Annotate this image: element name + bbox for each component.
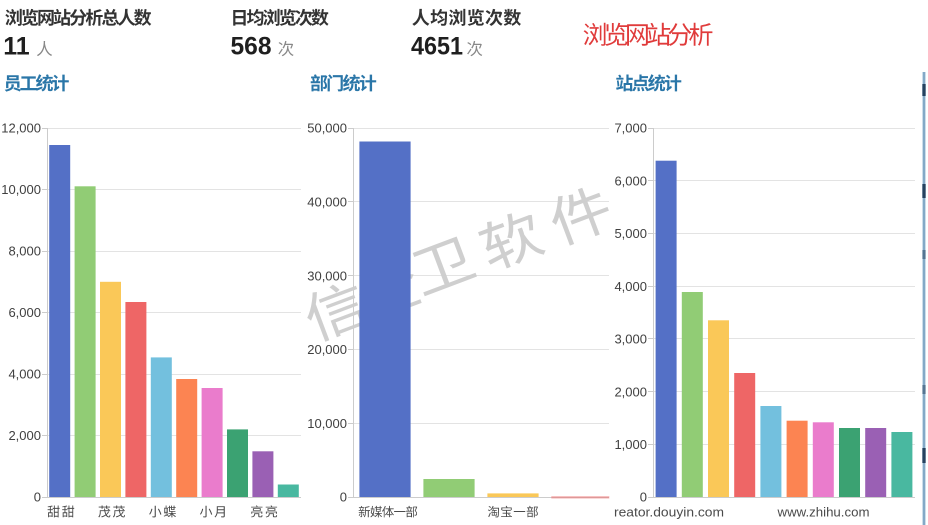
svg-text:10,000: 10,000 — [307, 416, 347, 431]
svg-text:568: 568 — [231, 33, 272, 61]
svg-text:5,000: 5,000 — [614, 226, 647, 241]
svg-text:6,000: 6,000 — [8, 305, 41, 320]
svg-text:3,000: 3,000 — [614, 332, 647, 347]
svg-text:20,000: 20,000 — [307, 342, 347, 357]
svg-text:4,000: 4,000 — [614, 279, 647, 294]
svg-text:0: 0 — [340, 490, 347, 505]
svg-text:10,000: 10,000 — [1, 182, 41, 197]
svg-text:2,000: 2,000 — [8, 428, 41, 443]
svg-text:0: 0 — [640, 490, 647, 505]
svg-text:7,000: 7,000 — [614, 121, 647, 136]
svg-text:12,000: 12,000 — [1, 121, 41, 136]
svg-text:11: 11 — [3, 33, 30, 61]
svg-text:40,000: 40,000 — [307, 195, 347, 210]
svg-text:8,000: 8,000 — [8, 244, 41, 259]
svg-text:6,000: 6,000 — [614, 173, 647, 188]
svg-text:1,000: 1,000 — [614, 437, 647, 452]
svg-text:4651: 4651 — [411, 33, 463, 61]
svg-text:www.zhihu.com: www.zhihu.com — [776, 506, 869, 520]
svg-text:4,000: 4,000 — [8, 367, 41, 382]
svg-text:reator.douyin.com: reator.douyin.com — [614, 506, 724, 520]
svg-text:2,000: 2,000 — [614, 384, 647, 399]
svg-text:0: 0 — [34, 490, 41, 505]
svg-text:30,000: 30,000 — [307, 268, 347, 283]
svg-text:50,000: 50,000 — [307, 121, 347, 136]
